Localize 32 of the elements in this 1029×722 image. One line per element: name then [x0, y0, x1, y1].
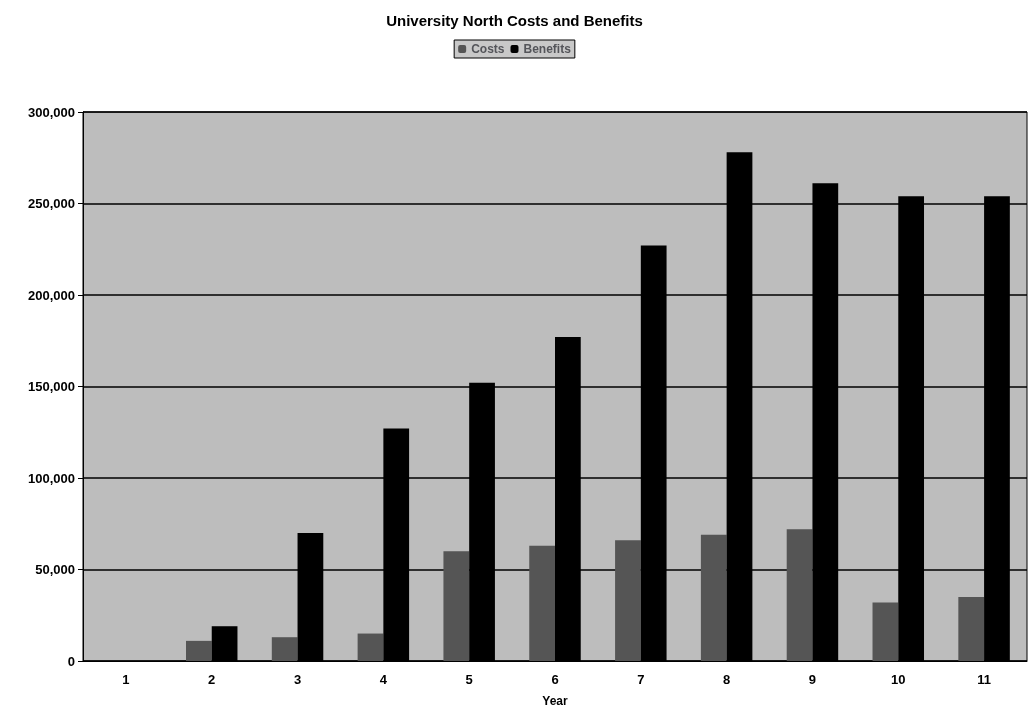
- x-tick-label: 7: [637, 672, 645, 687]
- x-tick-label: 9: [808, 672, 817, 687]
- y-tick-label: 50,000: [35, 562, 75, 577]
- bar: [529, 545, 555, 661]
- y-tick-label: 300,000: [28, 104, 75, 120]
- bar: [872, 602, 899, 661]
- y-tick-label: 150,000: [28, 379, 75, 394]
- x-tick-label: 11: [977, 672, 991, 687]
- bar: [615, 540, 641, 661]
- x-tick-label: 1: [122, 672, 130, 687]
- y-tick-label: 250,000: [28, 196, 75, 211]
- bar: [786, 529, 813, 661]
- bar: [357, 633, 384, 661]
- x-tick-label: 8: [723, 672, 731, 687]
- legend-label: Benefits: [523, 42, 572, 56]
- x-tick-label: 10: [891, 672, 906, 687]
- chart-title: University North Costs and Benefits: [386, 12, 643, 29]
- y-tick-label: 0: [67, 653, 75, 669]
- x-tick-label: 3: [293, 672, 302, 687]
- bar: [958, 596, 985, 661]
- x-tick-label: 2: [208, 672, 216, 687]
- bar: [185, 640, 212, 661]
- bar: [443, 551, 470, 661]
- bar: [700, 534, 727, 661]
- x-tick-label: 6: [551, 672, 559, 687]
- x-tick-label: 4: [379, 672, 388, 687]
- bar: [271, 637, 298, 661]
- y-tick-label: 100,000: [28, 470, 75, 486]
- x-axis-title: Year: [542, 694, 569, 708]
- legend-label: Costs: [471, 42, 505, 56]
- y-tick-label: 200,000: [28, 287, 75, 303]
- x-tick-label: 5: [465, 672, 473, 687]
